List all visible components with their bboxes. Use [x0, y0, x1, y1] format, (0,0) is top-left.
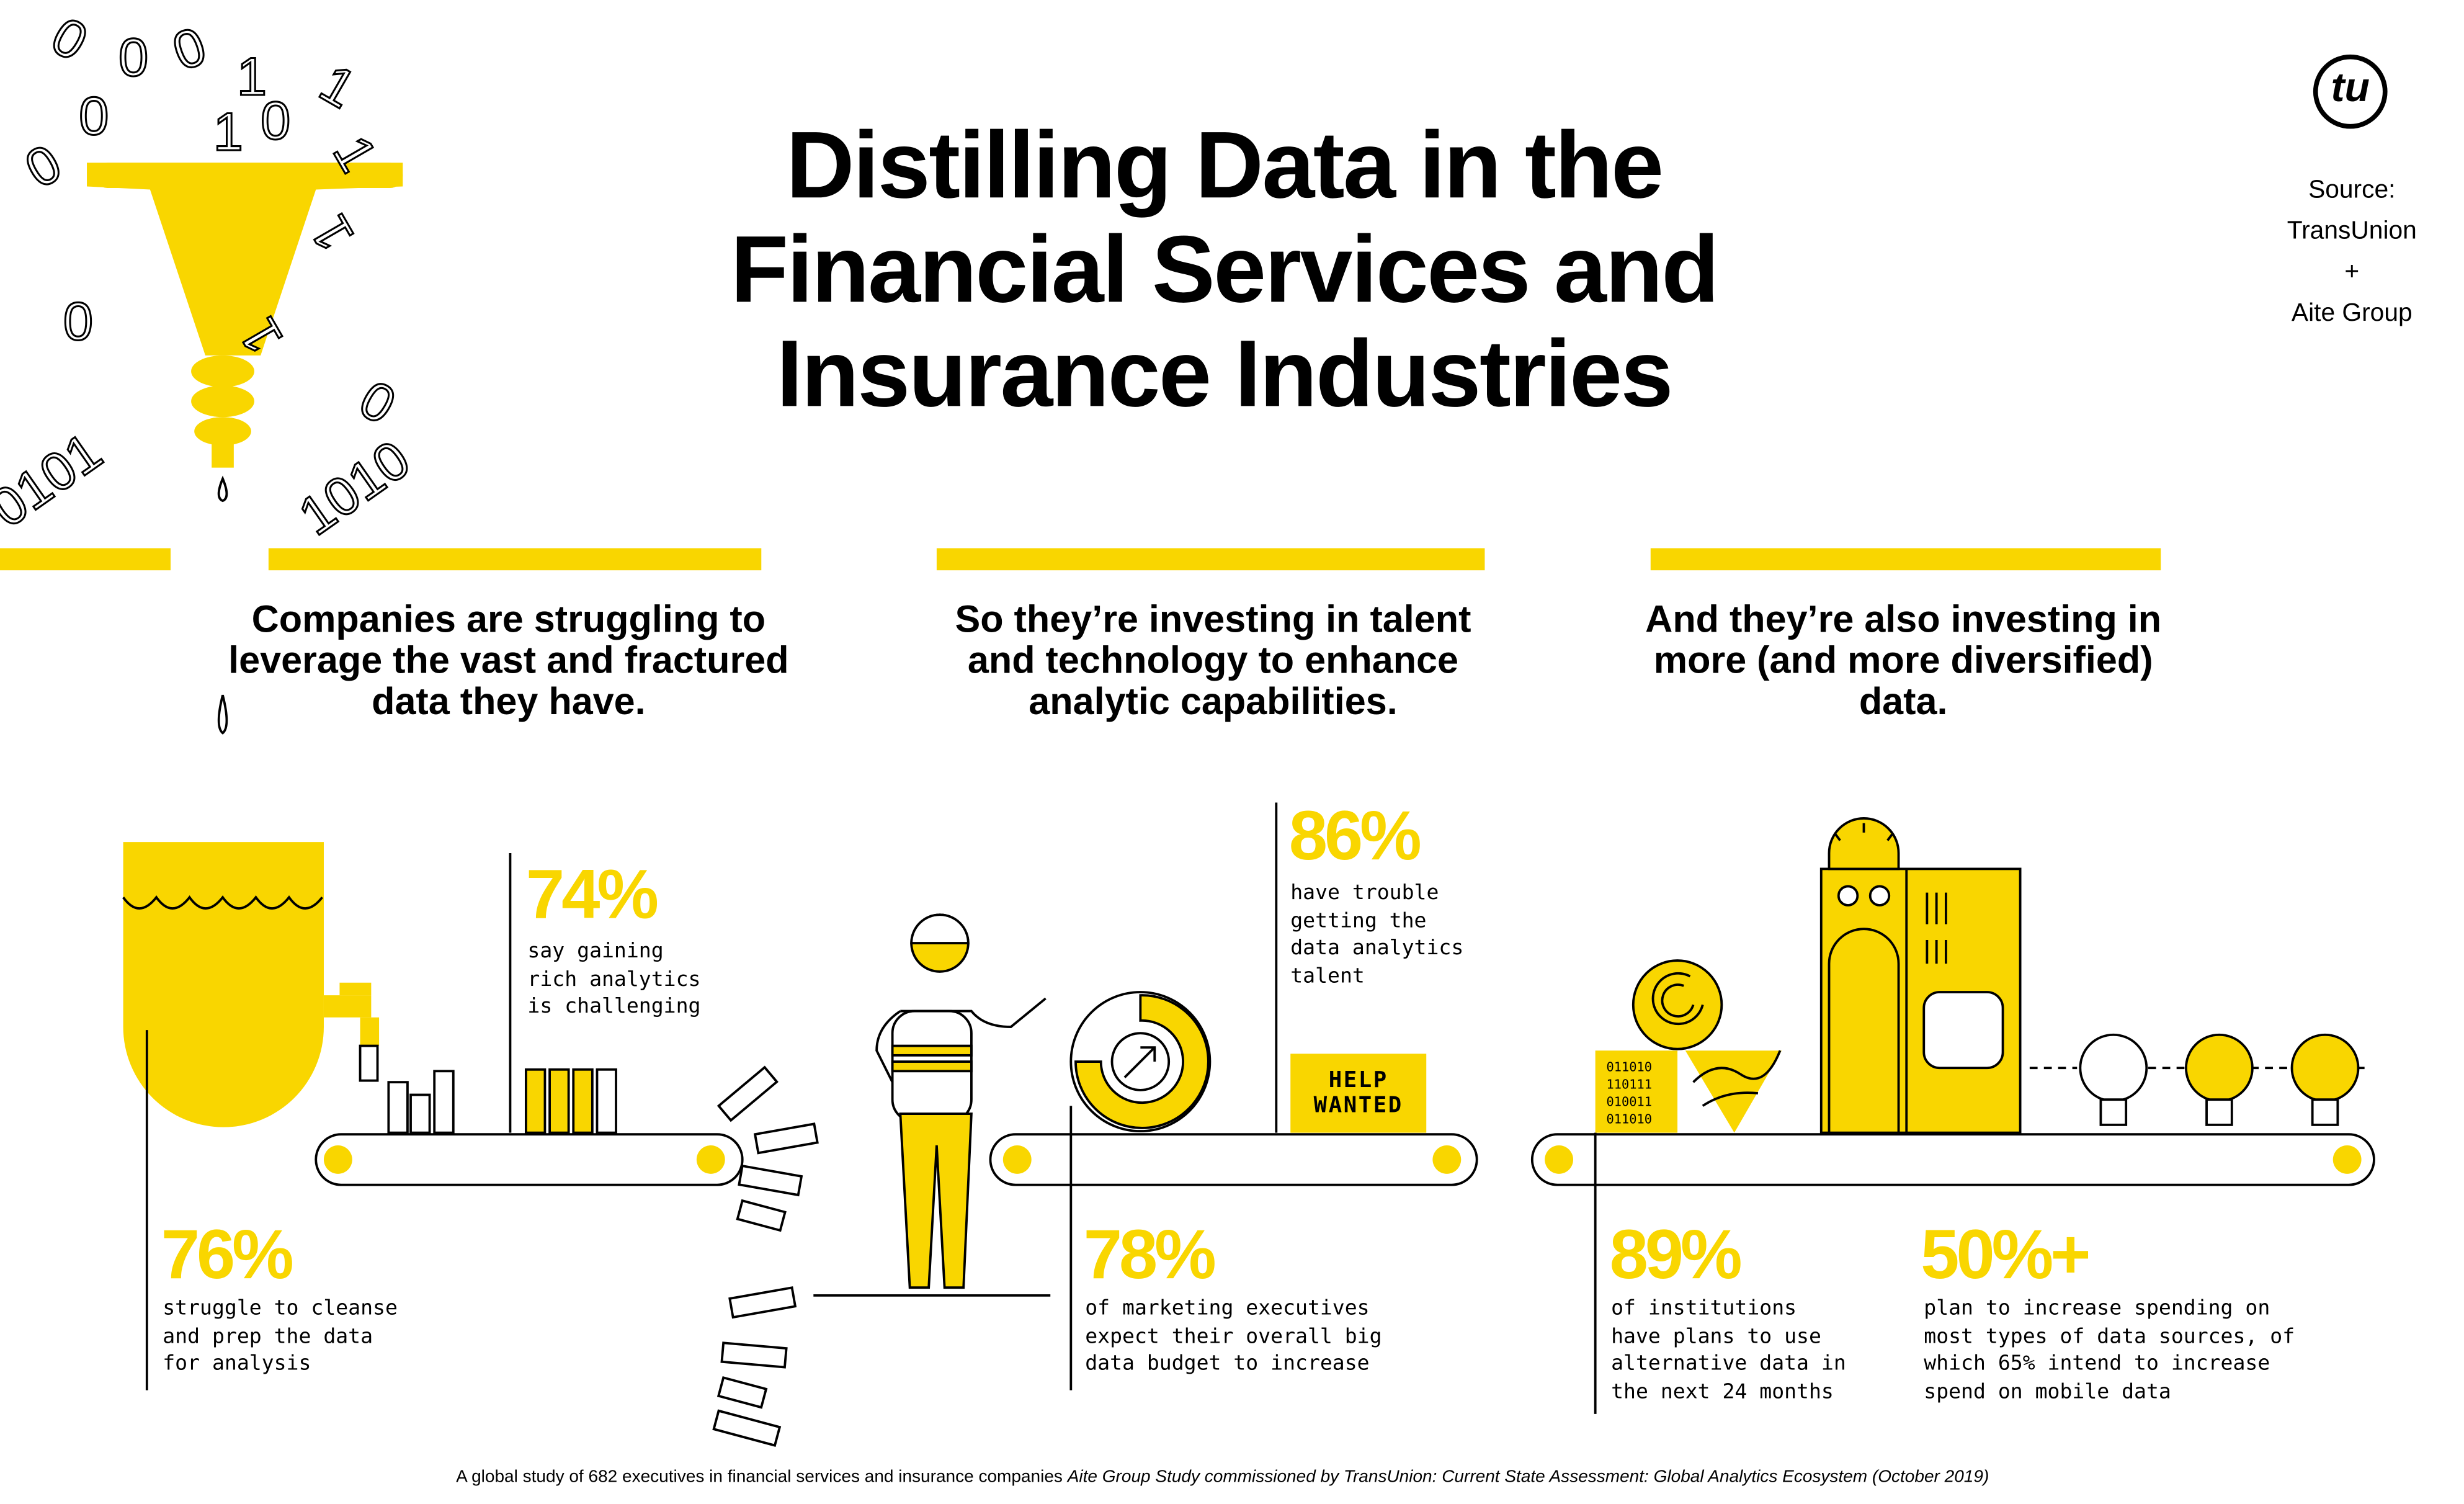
funnel-icon: [87, 163, 403, 735]
lightbulbs-icon: [2029, 1033, 2370, 1126]
svg-text:0101: 0101: [0, 421, 112, 539]
source-plus: +: [2344, 259, 2360, 286]
svg-text:0: 0: [63, 292, 93, 351]
svg-text:1010: 1010: [288, 429, 421, 547]
title-line: Distilling Data in the: [786, 112, 1664, 218]
svg-text:0: 0: [79, 86, 109, 146]
title-line: Insurance Industries: [776, 320, 1674, 427]
svg-text:0: 0: [118, 28, 148, 87]
fingerprint-icon: [1632, 959, 1723, 1050]
transunion-logo: [2313, 54, 2388, 129]
svg-text:0: 0: [42, 6, 97, 73]
footer-citation: Aite Group Study commissioned by TransUn…: [1067, 1467, 1989, 1487]
help-wanted-sign: HELP WANTED: [1290, 1054, 1427, 1133]
stat-text: of institutions have plans to use altern…: [1611, 1297, 1846, 1404]
section-dividers: [0, 548, 2161, 571]
stat-text: of marketing executives expect their ove…: [1085, 1297, 1382, 1376]
conveyor-belts: [315, 1133, 2375, 1186]
section-heading: And they’re also investing in more (and …: [1645, 599, 2162, 724]
section-heading: So they’re investing in talent and techn…: [955, 599, 1471, 724]
stat-value: 74%: [525, 856, 659, 934]
page-title: Distilling Data in the Financial Service…: [474, 112, 1975, 427]
svg-text:0: 0: [349, 369, 405, 436]
machine-icon: [1819, 817, 2022, 1134]
transunion-logo-text: tu: [2331, 63, 2370, 111]
triangle-icon: [1685, 1050, 1782, 1133]
binary-block-text: 011010 110111 010011 011010: [1606, 1060, 1653, 1127]
analytics-dial-icon: [1069, 991, 1212, 1390]
stat-value: 89%: [1609, 1216, 1743, 1294]
section-heading: Companies are struggling to leverage the…: [228, 599, 789, 724]
svg-text:1: 1: [299, 205, 365, 261]
stat-text: plan to increase spending on most types …: [1924, 1297, 2295, 1404]
help-line: WANTED: [1313, 1093, 1403, 1119]
svg-text:1: 1: [237, 47, 267, 107]
source-credit: Source: TransUnion + Aite Group: [2259, 171, 2445, 335]
title-line: Financial Services and: [730, 216, 1720, 323]
stat-text: say gaining rich analytics is challengin…: [527, 939, 701, 1019]
svg-text:0: 0: [165, 16, 213, 83]
footer-text: A global study of 682 executives in fina…: [456, 1467, 1068, 1487]
data-blocks-icon: [524, 1068, 617, 1134]
footer-note: A global study of 682 executives in fina…: [0, 1467, 2445, 1487]
falling-blocks-icon: [712, 1065, 819, 1447]
svg-text:0: 0: [261, 91, 290, 151]
data-tank-icon: [122, 842, 455, 1390]
stat-text: have trouble getting the data analytics …: [1290, 881, 1464, 988]
help-line: HELP: [1328, 1068, 1388, 1093]
stat-text: struggle to cleanse and prep the data fo…: [163, 1297, 398, 1376]
svg-text:1: 1: [213, 102, 243, 162]
binary-block-bg: [1595, 1050, 1678, 1133]
svg-text:0: 0: [16, 133, 71, 200]
stat-value: 78%: [1083, 1216, 1216, 1294]
source-org: TransUnion: [2287, 218, 2417, 245]
worker-figure-icon: [813, 913, 1051, 1297]
source-org: Aite Group: [2291, 300, 2413, 328]
source-label: Source:: [2308, 177, 2396, 204]
stat-value: 76%: [161, 1216, 294, 1294]
svg-text:1: 1: [310, 53, 366, 120]
stat-value: 86%: [1288, 797, 1422, 875]
stat-value: 50%+: [1921, 1216, 2091, 1294]
